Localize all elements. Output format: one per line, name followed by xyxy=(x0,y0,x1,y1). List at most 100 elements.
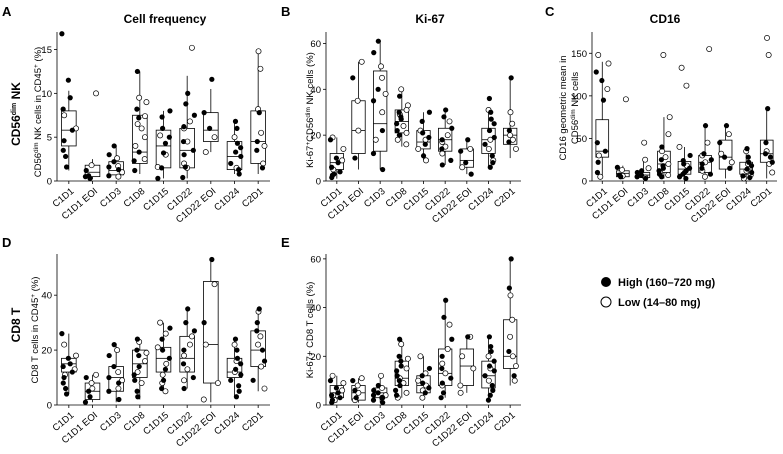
point-high xyxy=(396,353,402,359)
point-high xyxy=(439,353,445,359)
point-high xyxy=(238,372,244,378)
point-high xyxy=(238,361,244,367)
point-high xyxy=(261,358,268,364)
point-high xyxy=(69,369,75,375)
point-high xyxy=(201,110,207,116)
point-high xyxy=(136,115,142,121)
point-low xyxy=(459,164,466,171)
point-high xyxy=(228,377,234,383)
y-tick-label: 0 xyxy=(582,177,587,188)
point-low xyxy=(355,127,362,134)
point-high xyxy=(443,297,449,303)
ylabel-a: CD56dim NK cells in CD45+ (%) xyxy=(33,47,44,177)
point-high xyxy=(159,114,165,120)
point-low xyxy=(485,353,492,360)
point-low xyxy=(378,372,384,379)
box xyxy=(459,148,474,168)
ylabel-e: Ki-67+ CD8 T cells (%) xyxy=(305,282,316,379)
point-high xyxy=(439,146,445,152)
point-high xyxy=(748,163,755,169)
point-low xyxy=(358,58,365,65)
x-tick-label: C2D1 xyxy=(749,186,775,210)
point-high xyxy=(595,159,601,165)
point-low xyxy=(769,169,776,176)
legend-low-marker xyxy=(600,296,612,308)
point-high xyxy=(159,336,165,342)
point-low xyxy=(88,162,95,169)
point-high xyxy=(333,155,340,161)
point-high xyxy=(683,175,689,182)
point-high xyxy=(111,159,117,165)
panel-letter-d: D xyxy=(2,235,11,250)
point-low xyxy=(200,396,207,403)
y-tick-label: 50 xyxy=(576,134,587,145)
point-low xyxy=(419,394,426,401)
point-low xyxy=(662,154,669,161)
point-high xyxy=(353,395,359,401)
point-low xyxy=(467,145,474,152)
point-high xyxy=(132,377,138,383)
point-high xyxy=(59,31,65,37)
point-high xyxy=(744,166,750,172)
point-low xyxy=(423,157,429,164)
point-low xyxy=(665,172,672,178)
point-low xyxy=(115,173,122,180)
point-high xyxy=(465,137,471,143)
point-high xyxy=(482,141,488,147)
point-high xyxy=(236,171,242,177)
point-high xyxy=(639,168,645,174)
point-high xyxy=(135,394,141,400)
point-low xyxy=(622,96,629,103)
point-high xyxy=(63,391,70,397)
point-high xyxy=(256,306,262,312)
point-low xyxy=(398,86,405,93)
point-high xyxy=(397,382,403,389)
point-high xyxy=(511,373,517,379)
point-low xyxy=(728,159,735,166)
panel-letter-b: B xyxy=(281,4,290,19)
point-high xyxy=(658,157,664,163)
point-high xyxy=(134,336,141,342)
point-high xyxy=(398,116,404,122)
point-high xyxy=(375,382,381,389)
point-low xyxy=(678,64,685,71)
point-high xyxy=(676,174,683,180)
point-high xyxy=(59,331,65,337)
box xyxy=(373,70,388,152)
point-high xyxy=(180,361,187,367)
point-high xyxy=(116,380,122,386)
point-low xyxy=(358,375,365,382)
point-high xyxy=(234,125,240,132)
point-high xyxy=(420,130,426,136)
point-low xyxy=(706,46,713,52)
point-low xyxy=(398,341,405,348)
point-low xyxy=(93,371,99,378)
box xyxy=(226,357,243,378)
point-high xyxy=(491,134,497,141)
point-high xyxy=(254,320,260,326)
point-high xyxy=(236,388,242,394)
point-high xyxy=(660,165,666,171)
point-low xyxy=(507,109,514,116)
point-high xyxy=(160,377,167,383)
point-high xyxy=(491,358,497,364)
point-high xyxy=(65,77,71,83)
point-low xyxy=(114,347,121,354)
point-low xyxy=(446,321,453,328)
point-high xyxy=(233,366,239,372)
point-high xyxy=(106,152,112,158)
x-tick-label: C1D24 xyxy=(212,186,242,213)
point-high xyxy=(420,153,427,159)
point-high xyxy=(441,114,447,120)
point-high xyxy=(87,394,93,400)
point-high xyxy=(370,98,377,104)
point-high xyxy=(727,165,733,171)
point-low xyxy=(403,365,410,372)
point-low xyxy=(485,145,492,152)
point-high xyxy=(375,38,381,44)
point-low xyxy=(143,99,150,106)
point-low xyxy=(509,353,516,360)
point-low xyxy=(765,52,772,58)
point-low xyxy=(141,134,148,141)
point-low xyxy=(660,52,667,58)
